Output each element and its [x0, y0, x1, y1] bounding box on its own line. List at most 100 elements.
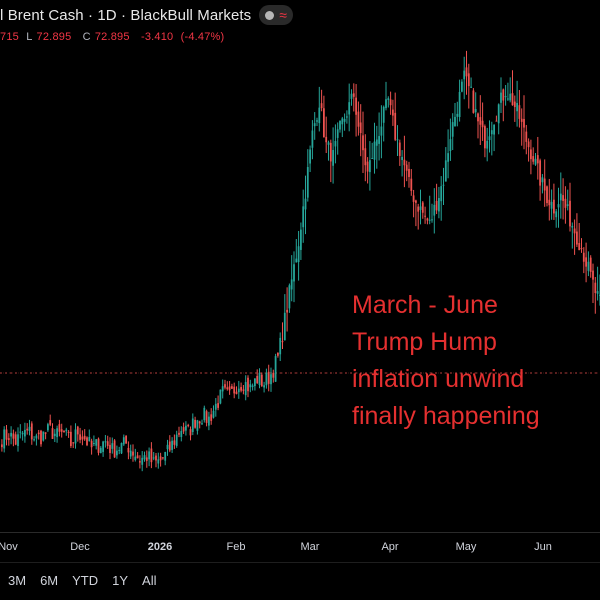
range-ytd-button[interactable]: YTD — [72, 572, 99, 588]
candle-body — [479, 117, 482, 125]
candle-body — [159, 456, 162, 461]
candle-body — [534, 158, 537, 165]
candle — [325, 116, 328, 154]
candle — [449, 118, 452, 161]
candle — [463, 56, 466, 100]
candle-body — [205, 411, 208, 423]
candle-body — [348, 102, 351, 115]
candle-body — [171, 440, 173, 450]
candle-body — [141, 457, 144, 465]
candle-body — [424, 215, 426, 217]
candle — [587, 251, 590, 277]
candle — [467, 63, 470, 109]
candle — [256, 369, 259, 384]
range-1y-button[interactable]: 1Y — [112, 572, 129, 588]
candle-body — [341, 118, 344, 125]
candle — [63, 430, 65, 433]
range-3m-button[interactable]: 3M — [8, 572, 27, 588]
range-6m-button[interactable]: 6M — [40, 572, 59, 588]
candle-body — [60, 429, 63, 432]
candle — [309, 145, 311, 173]
candle — [534, 152, 537, 166]
candle-body — [201, 423, 203, 425]
range-all-button[interactable]: All — [142, 572, 157, 588]
candle — [421, 201, 424, 219]
indicator-pill[interactable]: ≈ — [259, 5, 293, 25]
candle — [373, 122, 376, 174]
candle — [564, 186, 567, 224]
candle — [24, 422, 26, 443]
candle-body — [382, 106, 385, 123]
candle — [233, 382, 236, 399]
candle — [113, 439, 116, 458]
candle-body — [210, 414, 213, 421]
chart-annotation[interactable]: March - June Trump Hump inflation unwind… — [352, 287, 540, 435]
candle-body — [470, 86, 472, 88]
candle — [297, 230, 300, 281]
candle-body — [231, 386, 233, 389]
candle-body — [76, 426, 79, 435]
candle — [385, 81, 387, 111]
symbol-title[interactable]: l Brent Cash · 1D · BlackBull Markets — [0, 6, 252, 24]
low-label: L — [26, 31, 33, 43]
candle-body — [562, 195, 564, 201]
candle — [323, 95, 325, 138]
candle — [592, 263, 594, 304]
candle — [329, 139, 332, 183]
candle-body — [403, 159, 406, 166]
candle — [106, 435, 109, 449]
candle-body — [42, 431, 45, 441]
candle — [81, 430, 84, 446]
candle — [51, 423, 54, 440]
candle-body — [320, 103, 323, 109]
change-value: -3.410 — [140, 31, 174, 43]
divider — [0, 562, 600, 563]
candle-body — [371, 157, 374, 159]
candle — [205, 409, 208, 427]
candle — [208, 411, 210, 431]
candle — [387, 96, 390, 108]
candle-body — [244, 382, 247, 396]
candle — [341, 116, 344, 138]
candle — [10, 426, 12, 445]
change-percent: (-4.47%) — [180, 31, 225, 43]
candle — [302, 189, 305, 243]
candle-body — [175, 434, 178, 446]
candle — [274, 353, 277, 382]
candle — [65, 427, 68, 436]
candle — [182, 422, 185, 434]
candle — [242, 384, 245, 395]
candle-body — [481, 120, 484, 128]
candle-body — [235, 391, 238, 395]
candle — [555, 208, 558, 228]
candle-body — [532, 156, 535, 162]
candle — [566, 189, 569, 211]
candle — [306, 149, 309, 202]
candle-body — [95, 439, 98, 446]
candle-body — [536, 155, 539, 164]
candle — [1, 439, 3, 452]
candle — [424, 206, 426, 224]
candle-body — [274, 356, 277, 382]
price-chart-svg[interactable] — [0, 0, 600, 532]
candle — [171, 437, 173, 453]
candle — [129, 444, 132, 460]
candle — [484, 124, 486, 158]
candle-body — [21, 432, 24, 435]
candle-body — [224, 384, 226, 388]
candle — [585, 242, 587, 283]
candle — [477, 112, 479, 139]
candle-body — [484, 126, 486, 149]
candle — [40, 429, 42, 447]
candle-body — [311, 130, 314, 148]
candle-body — [19, 431, 22, 433]
candle — [260, 372, 263, 387]
candle — [270, 367, 272, 392]
candle-body — [150, 448, 153, 463]
time-axis[interactable]: Nov Dec 2026 Feb Mar Apr May Jun — [0, 532, 600, 561]
candle-body — [265, 372, 268, 386]
candle-body — [357, 111, 360, 127]
candle-body — [352, 93, 355, 97]
candle — [486, 127, 489, 162]
